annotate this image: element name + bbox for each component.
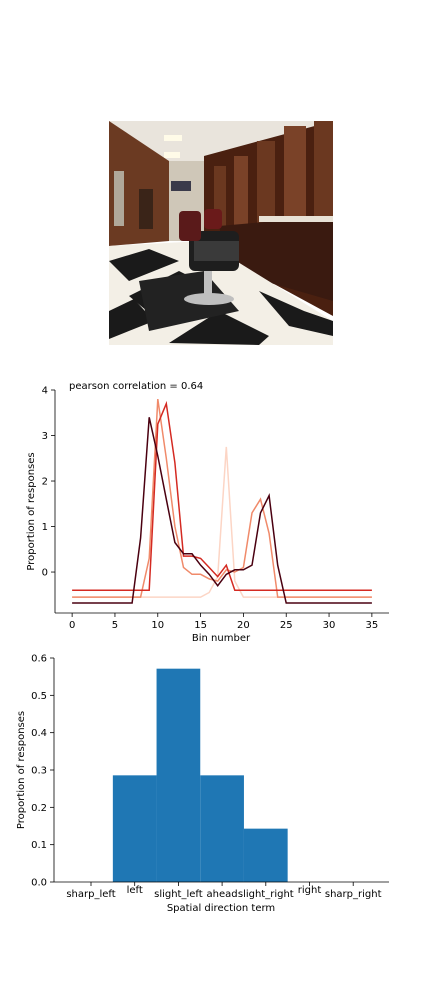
y-tick-label: 0	[42, 568, 48, 579]
series-line-2	[72, 400, 372, 591]
x-axis-label: Bin number	[192, 633, 251, 644]
y-tick-label: 0.5	[31, 691, 47, 702]
x-tick-label: 35	[366, 620, 379, 631]
series-line-1	[72, 398, 372, 598]
x-tick-label: slight_left	[154, 889, 203, 900]
scene-photo	[109, 121, 333, 345]
series-line-3	[72, 417, 372, 604]
x-tick-label: ahead	[207, 889, 238, 900]
x-tick-label: 5	[112, 620, 118, 631]
line-chart: 0 1 2 3 4 0 5 10 15 20 25 30 35 pearson correlation =…	[26, 381, 389, 644]
bar-chart: 0.0 0.1 0.2 0.3 0.4 0.5 0.6 sharp_left left sligh…	[16, 654, 389, 914]
x-tick-label: 15	[194, 620, 207, 631]
y-tick-label: 0.3	[31, 766, 47, 777]
y-tick-label: 0.6	[31, 654, 47, 665]
y-tick-label: 1	[42, 522, 48, 533]
y-tick-label: 3	[42, 431, 48, 442]
x-tick-label: 30	[323, 620, 336, 631]
series-line-0	[72, 446, 372, 598]
x-tick-label: 0	[69, 620, 75, 631]
x-tick-label: left	[127, 885, 143, 896]
x-tick-label: right	[298, 885, 322, 896]
bar-left	[112, 775, 157, 882]
y-axis-label: Proportion of responses	[26, 452, 37, 570]
y-tick-label: 0.4	[31, 728, 47, 739]
y-tick-label: 4	[42, 386, 48, 397]
bar-slight_right	[243, 828, 288, 882]
y-tick-label: 0.0	[31, 878, 47, 889]
bar-slight_left	[156, 668, 201, 882]
y-tick-label: 2	[42, 477, 48, 488]
barber-shop-photo	[109, 121, 333, 345]
y-tick-label: 0.2	[31, 803, 47, 814]
x-tick-label: 20	[237, 620, 250, 631]
x-tick-label: 10	[151, 620, 164, 631]
correlation-annotation: pearson correlation = 0.64	[69, 381, 203, 392]
x-axis-label: Spatial direction term	[167, 903, 275, 914]
x-tick-label: 25	[280, 620, 293, 631]
x-tick-label: sharp_left	[66, 889, 115, 900]
y-axis-label: Proportion of responses	[16, 711, 27, 829]
x-tick-label: slight_right	[238, 889, 294, 900]
x-tick-label: sharp_right	[325, 889, 382, 900]
bar-ahead	[200, 775, 244, 882]
y-tick-label: 0.1	[31, 840, 47, 851]
